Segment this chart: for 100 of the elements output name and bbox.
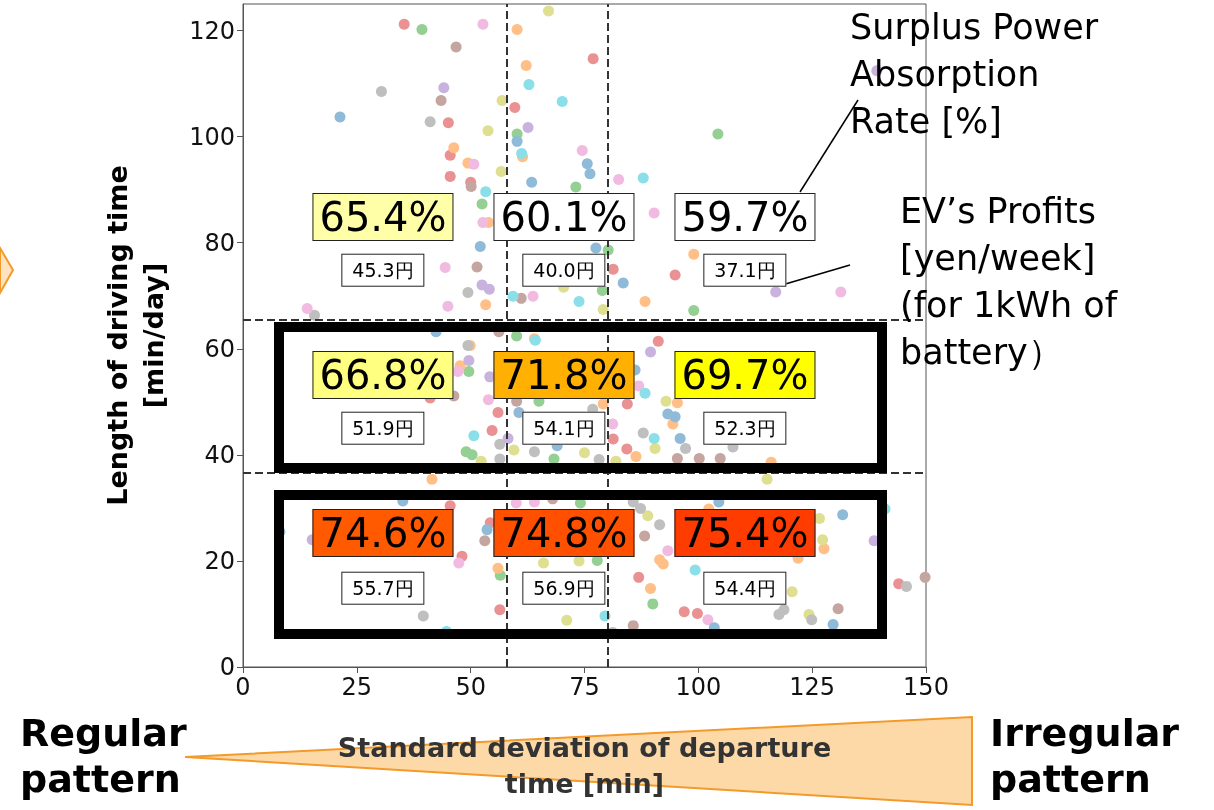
point [463, 354, 475, 366]
point [468, 158, 480, 170]
point [584, 168, 596, 180]
point [639, 530, 651, 542]
annotation: 56.9円 [522, 571, 606, 605]
point [417, 610, 429, 622]
point [492, 406, 504, 418]
point [837, 509, 849, 521]
point [561, 614, 573, 626]
point [520, 60, 532, 72]
point [543, 5, 555, 17]
point [309, 309, 320, 321]
point [452, 366, 464, 378]
point [674, 432, 686, 444]
point [648, 432, 660, 444]
x-tick-label: 25 [341, 673, 373, 701]
point [450, 41, 462, 53]
x-tick-label: 150 [903, 673, 949, 701]
annotation: 45.3円 [341, 253, 425, 287]
point [334, 111, 346, 123]
point [480, 186, 492, 198]
point [835, 286, 847, 298]
point [528, 446, 540, 458]
point [509, 101, 521, 113]
annotation: 74.8% [493, 509, 635, 557]
point [507, 290, 519, 302]
point [508, 444, 520, 456]
point [465, 180, 477, 192]
point [817, 534, 829, 546]
point [597, 398, 609, 410]
point [511, 23, 523, 35]
annotation: 66.8% [312, 351, 454, 399]
y-tick-label: 80 [204, 228, 235, 257]
text: Irregular pattern [990, 710, 1180, 802]
point [919, 571, 931, 583]
point [660, 395, 672, 407]
point [573, 296, 585, 308]
annotation: EV’s Profits [yen/week] (for 1kWh of battery） [900, 190, 1118, 374]
point [688, 248, 700, 260]
point [522, 122, 534, 134]
point [492, 562, 504, 574]
point [702, 614, 714, 626]
annotation: 52.3円 [703, 411, 787, 445]
point [761, 473, 773, 485]
text: Regular pattern [20, 710, 187, 802]
point [444, 170, 456, 182]
point [301, 302, 313, 314]
point [474, 240, 486, 252]
point [466, 449, 478, 461]
point [617, 277, 629, 289]
point [770, 286, 782, 298]
point [773, 608, 785, 620]
y-tick-label: 60 [204, 334, 235, 363]
y-axis-title: Length of driving time [min/day] [101, 165, 169, 506]
point [439, 262, 451, 274]
point [448, 142, 460, 154]
point [576, 144, 588, 156]
annotation: 75.4% [674, 509, 816, 557]
point [647, 598, 659, 610]
point [621, 443, 633, 455]
point [581, 158, 593, 170]
point [635, 502, 647, 514]
point [482, 125, 494, 137]
point [398, 18, 410, 30]
point [662, 545, 674, 557]
point [375, 86, 387, 98]
point [900, 580, 912, 592]
annotation: 37.1円 [703, 253, 787, 287]
point [607, 263, 619, 275]
point [442, 117, 454, 129]
point [832, 603, 844, 615]
point [416, 23, 428, 35]
point [607, 433, 619, 445]
annotation: 74.6% [312, 509, 454, 557]
point [649, 442, 661, 454]
point [633, 571, 645, 583]
point [648, 207, 660, 219]
point [691, 607, 703, 619]
point [483, 283, 495, 295]
point [639, 296, 651, 308]
point [637, 172, 649, 184]
annotation: 71.8% [493, 351, 635, 399]
point [642, 510, 654, 522]
point [471, 261, 483, 273]
point [435, 95, 447, 107]
annotation: 40.0円 [522, 253, 606, 287]
point [442, 300, 454, 312]
point [527, 290, 539, 302]
point [477, 217, 489, 229]
point [538, 557, 550, 569]
point [630, 450, 642, 462]
point [479, 535, 491, 547]
point [613, 174, 625, 186]
annotation: 59.7% [674, 193, 816, 241]
point [637, 427, 649, 439]
point [424, 116, 436, 128]
point [786, 586, 798, 598]
point [495, 166, 507, 178]
annotation: 65.4% [312, 193, 454, 241]
point [480, 299, 492, 311]
